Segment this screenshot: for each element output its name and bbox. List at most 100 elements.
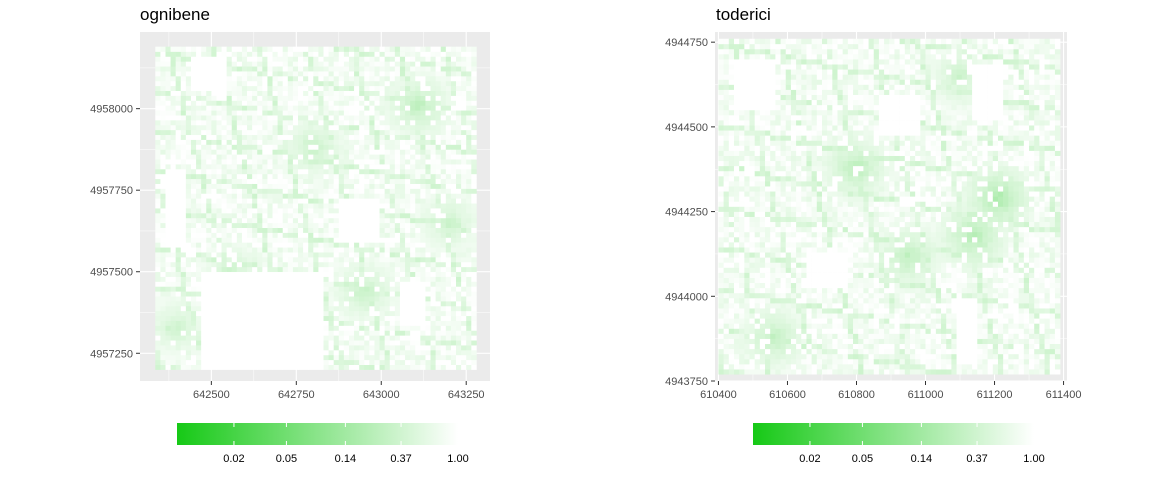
heatmap-cell — [313, 183, 319, 189]
heatmap-cell — [277, 222, 284, 229]
heatmap-cell — [201, 134, 207, 140]
heatmap-cell — [216, 252, 222, 258]
heatmap-cell — [430, 222, 436, 229]
heatmap-cell — [399, 315, 406, 321]
heatmap-cell — [425, 232, 431, 238]
heatmap-cell — [430, 320, 436, 326]
heatmap-cell — [394, 76, 401, 82]
heatmap-cell — [343, 183, 350, 189]
heatmap-cell — [384, 159, 391, 165]
heatmap-cell — [399, 105, 406, 111]
heatmap-cell — [211, 154, 217, 160]
heatmap-cell — [445, 203, 452, 209]
heatmap-cell — [292, 46, 299, 52]
heatmap-cell — [749, 267, 755, 273]
heatmap-cell — [430, 296, 436, 302]
heatmap-cell — [170, 232, 176, 238]
heatmap-cell — [461, 208, 467, 214]
heatmap-cell — [196, 364, 202, 370]
heatmap-cell — [211, 222, 217, 229]
heatmap-cell — [348, 310, 355, 317]
heatmap-cell — [257, 203, 263, 209]
heatmap-cell — [379, 247, 385, 253]
heatmap-cell — [190, 315, 197, 321]
heatmap-cell — [247, 188, 253, 194]
heatmap-cell — [733, 364, 740, 370]
heatmap-cell — [718, 125, 724, 131]
heatmap-cell — [749, 297, 755, 304]
heatmap-cell — [262, 66, 268, 72]
heatmap-cell — [165, 105, 171, 111]
heatmap-cell — [155, 252, 161, 258]
heatmap-cell — [728, 333, 735, 339]
heatmap-cell — [364, 164, 370, 170]
heatmap-cell — [216, 301, 222, 307]
heatmap-cell — [226, 350, 233, 356]
heatmap-cell — [165, 286, 171, 292]
heatmap-cell — [759, 170, 766, 177]
heatmap-cell — [450, 310, 457, 317]
heatmap-cell — [180, 213, 187, 219]
heatmap-cell — [749, 323, 755, 329]
heatmap-cell — [298, 124, 304, 131]
heatmap-cell — [262, 61, 268, 67]
heatmap-cell — [328, 242, 334, 248]
heatmap-cell — [399, 359, 406, 365]
heatmap-cell — [287, 359, 294, 365]
heatmap-cell — [201, 217, 207, 224]
heatmap-cell — [155, 100, 161, 106]
heatmap-cell — [175, 178, 182, 184]
heatmap-cell — [749, 176, 755, 182]
heatmap-cell — [354, 178, 360, 184]
heatmap-cell — [175, 168, 182, 175]
heatmap-cell — [221, 291, 227, 297]
heatmap-cell — [765, 282, 771, 289]
heatmap-cell — [744, 211, 750, 217]
heatmap-cell — [775, 328, 781, 334]
heatmap-cell — [471, 164, 477, 170]
heatmap-cell — [420, 276, 426, 282]
heatmap-cell — [190, 154, 197, 160]
heatmap-cell — [374, 261, 380, 268]
heatmap-cell — [733, 353, 740, 360]
heatmap-cell — [206, 90, 212, 96]
heatmap-cell — [405, 80, 411, 87]
heatmap-cell — [196, 154, 202, 160]
heatmap-cell — [425, 76, 431, 82]
heatmap-cell — [221, 80, 227, 87]
heatmap-cell — [723, 130, 730, 136]
heatmap-cell — [201, 286, 207, 292]
heatmap-cell — [160, 124, 166, 131]
heatmap-cell — [435, 85, 442, 92]
heatmap-cell — [348, 261, 355, 268]
heatmap-cell — [282, 310, 289, 317]
heatmap-cell — [190, 105, 197, 111]
heatmap-cell — [241, 276, 248, 282]
heatmap-cell — [405, 305, 411, 312]
heatmap-cell — [236, 154, 243, 160]
heatmap-cell — [461, 144, 467, 150]
heatmap-cell — [374, 139, 380, 145]
heatmap-cell — [180, 80, 187, 87]
heatmap-cell — [338, 76, 345, 82]
heatmap-cell — [744, 99, 750, 106]
heatmap-cell — [155, 66, 161, 72]
heatmap-cell — [420, 350, 426, 356]
heatmap-cell — [471, 134, 477, 140]
heatmap-cell — [430, 144, 436, 150]
heatmap-cell — [425, 80, 431, 87]
heatmap-cell — [384, 46, 391, 52]
heatmap-cell — [733, 181, 740, 187]
heatmap-cell — [201, 168, 207, 175]
heatmap-cell — [236, 301, 243, 307]
heatmap-cell — [201, 320, 207, 326]
heatmap-cell — [308, 213, 314, 219]
heatmap-cell — [211, 178, 217, 184]
heatmap-cell — [277, 51, 284, 57]
heatmap-cell — [160, 325, 166, 331]
heatmap-cell — [298, 139, 304, 145]
heatmap-cell — [379, 61, 385, 67]
heatmap-cell — [399, 129, 406, 136]
heatmap-cell — [185, 71, 192, 77]
heatmap-cell — [718, 191, 724, 197]
